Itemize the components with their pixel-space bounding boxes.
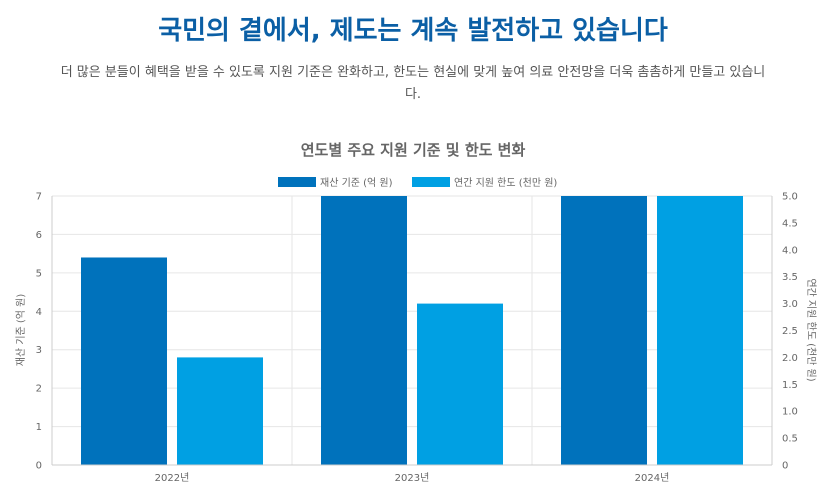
bar-chart: 연도별 주요 지원 기준 및 한도 변화 재산 기준 (억 원) 연간 지원 한…: [15, 141, 817, 484]
y-right-tick-label: 4.5: [782, 218, 798, 229]
x-axis-ticks: 2022년 2023년 2024년: [155, 472, 670, 484]
bar-series-2[interactable]: [177, 357, 263, 465]
y-right-tick-label: 1.0: [782, 407, 798, 418]
y-right-tick-label: 4.0: [782, 245, 798, 256]
y-left-tick-label: 2: [36, 384, 42, 395]
bar-series-2[interactable]: [657, 196, 743, 465]
y-left-tick-label: 0: [36, 461, 42, 472]
y-right-tick-label: 0.5: [782, 434, 798, 445]
y-right-tick-label: 5.0: [782, 192, 798, 203]
gridlines: [52, 195, 772, 466]
legend-swatch-series-1[interactable]: [278, 177, 316, 187]
bar-series-1[interactable]: [561, 196, 647, 465]
legend-swatch-series-2[interactable]: [412, 177, 450, 187]
chart-title: 연도별 주요 지원 기준 및 한도 변화: [301, 141, 526, 159]
x-tick-label: 2022년: [155, 472, 190, 484]
y-left-tick-label: 5: [36, 268, 42, 279]
y-left-tick-label: 6: [36, 230, 42, 241]
y-axis-right-ticks: 0 0.5 1.0 1.5 2.0 2.5 3.0 3.5 4.0 4.5 5.0: [782, 192, 798, 472]
y-axis-left-ticks: 0 1 2 3 4 5 6 7: [36, 192, 42, 472]
bars: [81, 196, 743, 465]
legend-label-series-1: 재산 기준 (억 원): [320, 177, 393, 189]
page-subtext: 더 많은 분들이 혜택을 받을 수 있도록 지원 기준은 완화하고, 한도는 현…: [60, 65, 766, 102]
y-axis-right-title: 연간 지원 한도 (천만 원): [805, 278, 817, 381]
y-right-tick-label: 3.0: [782, 299, 798, 310]
page-headline: 국민의 곁에서, 제도는 계속 발전하고 있습니다: [158, 16, 668, 46]
y-right-tick-label: 2.5: [782, 326, 798, 337]
bar-series-2[interactable]: [417, 303, 503, 465]
y-axis-left-title: 재산 기준 (억 원): [15, 294, 27, 367]
y-left-tick-label: 7: [36, 192, 42, 203]
x-tick-label: 2024년: [635, 472, 670, 484]
x-tick-label: 2023년: [395, 472, 430, 484]
y-left-tick-label: 4: [36, 307, 42, 318]
y-right-tick-label: 3.5: [782, 272, 798, 283]
y-right-tick-label: 0: [782, 461, 788, 472]
bar-series-1[interactable]: [321, 196, 407, 465]
legend-label-series-2: 연간 지원 한도 (천만 원): [454, 177, 557, 189]
y-left-tick-label: 3: [36, 345, 42, 356]
y-left-tick-label: 1: [36, 422, 42, 433]
bar-series-1[interactable]: [81, 257, 167, 465]
y-right-tick-label: 1.5: [782, 380, 798, 391]
chart-legend: 재산 기준 (억 원) 연간 지원 한도 (천만 원): [278, 177, 557, 189]
y-right-tick-label: 2.0: [782, 353, 798, 364]
